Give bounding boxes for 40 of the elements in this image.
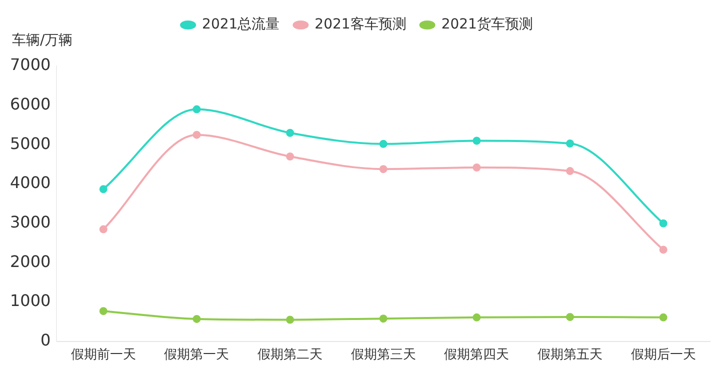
x-tick-label: 假期第五天	[538, 348, 603, 363]
x-tick-label: 假期第二天	[258, 348, 323, 363]
y-tick-label: 5000	[10, 134, 51, 153]
point	[192, 130, 201, 139]
point	[286, 316, 294, 324]
y-tick-label: 2000	[10, 252, 51, 271]
point	[99, 307, 108, 316]
point	[379, 314, 388, 323]
point	[99, 225, 108, 234]
point	[192, 105, 201, 114]
legend-label: 2021总流量	[202, 16, 280, 33]
point	[472, 164, 481, 172]
y-tick-label: 4000	[10, 173, 51, 192]
point	[379, 165, 388, 174]
point	[566, 313, 574, 322]
point	[472, 136, 481, 145]
y-tick-label: 6000	[10, 94, 51, 114]
point	[286, 128, 294, 137]
y-tick-label: 0	[40, 330, 51, 350]
point	[566, 167, 574, 176]
point	[659, 313, 668, 322]
point	[286, 152, 294, 160]
point	[472, 313, 481, 322]
point	[659, 219, 668, 228]
legend-label: 2021客车预测	[314, 16, 406, 33]
point	[566, 140, 574, 148]
y-tick-label: 7000	[10, 55, 51, 74]
x-tick-label: 假期第四天	[444, 348, 510, 363]
point	[659, 246, 668, 254]
legend-label: 2021货车预测	[441, 16, 533, 33]
point	[99, 185, 108, 194]
x-tick-label: 假期前一天	[70, 348, 136, 363]
y-tick-label: 3000	[10, 212, 51, 232]
point	[192, 314, 201, 323]
x-tick-label: 假期第三天	[350, 348, 416, 363]
x-tick-label: 假期第一天	[164, 348, 230, 363]
point	[379, 140, 388, 148]
y-axis-title: 车辆/万辆	[12, 32, 73, 49]
y-tick-label: 1000	[10, 291, 51, 310]
x-tick-label: 假期后一天	[630, 348, 696, 363]
